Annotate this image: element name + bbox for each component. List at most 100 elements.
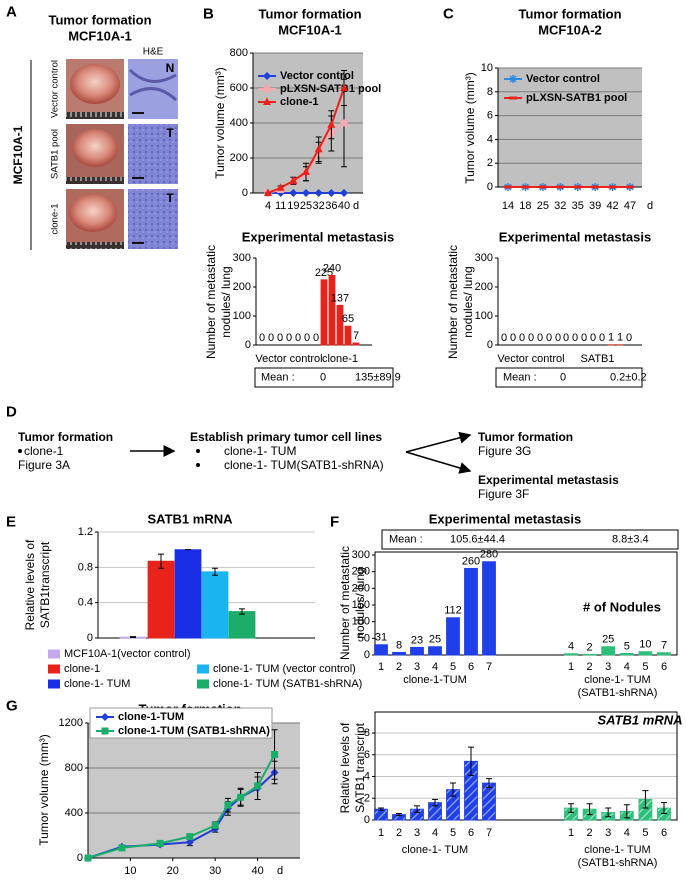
marker <box>263 85 271 93</box>
error-bar <box>450 782 456 797</box>
error-bar <box>568 803 574 813</box>
mean-label: Mean : <box>261 372 295 384</box>
bar <box>482 561 496 656</box>
marker <box>156 839 164 847</box>
x-tick-label: 3 <box>605 661 611 673</box>
y-tick-label: 0 <box>245 339 251 351</box>
group-label: clone-1- TUM <box>402 844 468 856</box>
marker <box>340 189 348 197</box>
y-tick-label: 0 <box>77 852 83 864</box>
legend-swatch <box>48 679 60 689</box>
x-tick-label: 2 <box>587 661 593 673</box>
data-label: 7 <box>353 330 359 342</box>
marker <box>504 185 512 189</box>
x-tick-label: 6 <box>661 661 667 673</box>
y-tick-label: 800 <box>230 47 248 59</box>
mean-label: Mean : <box>503 372 537 384</box>
x-tick-label: 25 <box>537 200 549 212</box>
y-axis-label: Tumor volume (mm³) <box>463 72 477 184</box>
data-label: 0 <box>259 332 265 344</box>
y-tick-label: 1.2 <box>78 526 93 538</box>
error-bar <box>212 567 218 576</box>
legend-label: clone-1-TUM <box>118 711 184 723</box>
data-label: 8 <box>396 639 402 651</box>
x-tick-label: 2 <box>587 827 593 839</box>
marker <box>302 189 310 197</box>
x-axis-unit: d <box>353 200 359 212</box>
step-note: Figure 3F <box>478 487 529 501</box>
y-tick-label: 600 <box>230 82 248 94</box>
x-tick-label: 35 <box>572 200 584 212</box>
mean-box <box>495 367 643 388</box>
bar <box>657 652 671 656</box>
mean-box <box>254 367 394 388</box>
marker <box>509 75 517 83</box>
x-tick-label: 1 <box>568 827 574 839</box>
data-label: 5 <box>624 640 630 652</box>
x-tick-label: 32 <box>313 200 325 212</box>
row-label: SATB1 pool <box>50 129 61 179</box>
bar <box>428 646 442 656</box>
chart-title: Experimental metastasis <box>499 230 651 245</box>
error-bar <box>378 807 384 811</box>
y-tick-label: 2 <box>487 157 493 169</box>
group-label: Vector control <box>497 353 564 365</box>
data-label: 260 <box>462 555 480 567</box>
step-item: clone-1- TUM(SATB1-shRNA) <box>224 458 384 472</box>
data-label: 0 <box>519 332 525 344</box>
bar <box>352 342 360 346</box>
tumor <box>72 129 118 167</box>
y-tick-label: 150 <box>352 599 370 611</box>
x-tick-label: 4 <box>432 827 438 839</box>
y-axis-label: Tumor volume (mm³) <box>37 734 51 846</box>
y-tick-label: 0.4 <box>78 597 93 609</box>
bar <box>564 653 578 656</box>
x-tick-label: 4 <box>624 827 630 839</box>
error-bar <box>605 807 612 818</box>
data-label: 1 <box>617 332 623 344</box>
y-tick-label: 200 <box>230 152 248 164</box>
marker <box>211 821 219 829</box>
bar <box>410 646 424 656</box>
data-label: 65 <box>342 313 354 325</box>
data-label: 0 <box>572 332 578 344</box>
y-tick-label: 100 <box>352 616 370 628</box>
x-tick-label: 4 <box>624 661 630 673</box>
chart-title: Tumor formation <box>518 7 621 22</box>
data-label: 0 <box>581 332 587 344</box>
y-axis-label: Tumor volume (mm³) <box>213 67 227 179</box>
y-tick-label: 400 <box>65 807 83 819</box>
marker <box>186 833 194 841</box>
x-tick-label: 3 <box>605 827 611 839</box>
legend-label: pLXSN-SATB1 pool <box>280 83 381 95</box>
y-tick-label: 0 <box>364 649 370 661</box>
he-section <box>128 189 178 249</box>
panel-subtitle: MCF10A-1 <box>68 29 132 44</box>
x-tick-label: 18 <box>519 200 531 212</box>
he-section <box>128 124 178 184</box>
marker <box>521 185 530 189</box>
panel-title: Tumor formation <box>48 13 151 28</box>
y-axis-label: Number of metastatic <box>204 245 218 359</box>
bar <box>228 611 256 639</box>
y-tick-label: 6 <box>364 749 370 761</box>
marker <box>591 185 600 189</box>
chart-title: Tumor formation <box>258 7 361 22</box>
mean-value: 135±89.9 <box>355 372 401 384</box>
mean-value: 0 <box>320 372 326 384</box>
data-label: 0 <box>313 332 319 344</box>
x-tick-label: 2 <box>396 661 402 673</box>
x-tick-label: 5 <box>642 827 648 839</box>
data-label: 0 <box>555 332 561 344</box>
marker <box>263 97 271 105</box>
marker <box>118 844 126 852</box>
data-label: 0 <box>537 332 543 344</box>
ruler <box>66 242 124 249</box>
data-label: 0 <box>563 332 569 344</box>
data-label: 0 <box>295 332 301 344</box>
group-label: SATB1 <box>580 353 614 365</box>
x-tick-label: 1 <box>378 661 384 673</box>
y-axis-label: nodules/ lung <box>219 266 233 337</box>
marker <box>314 144 323 153</box>
legend-swatch <box>197 664 209 674</box>
